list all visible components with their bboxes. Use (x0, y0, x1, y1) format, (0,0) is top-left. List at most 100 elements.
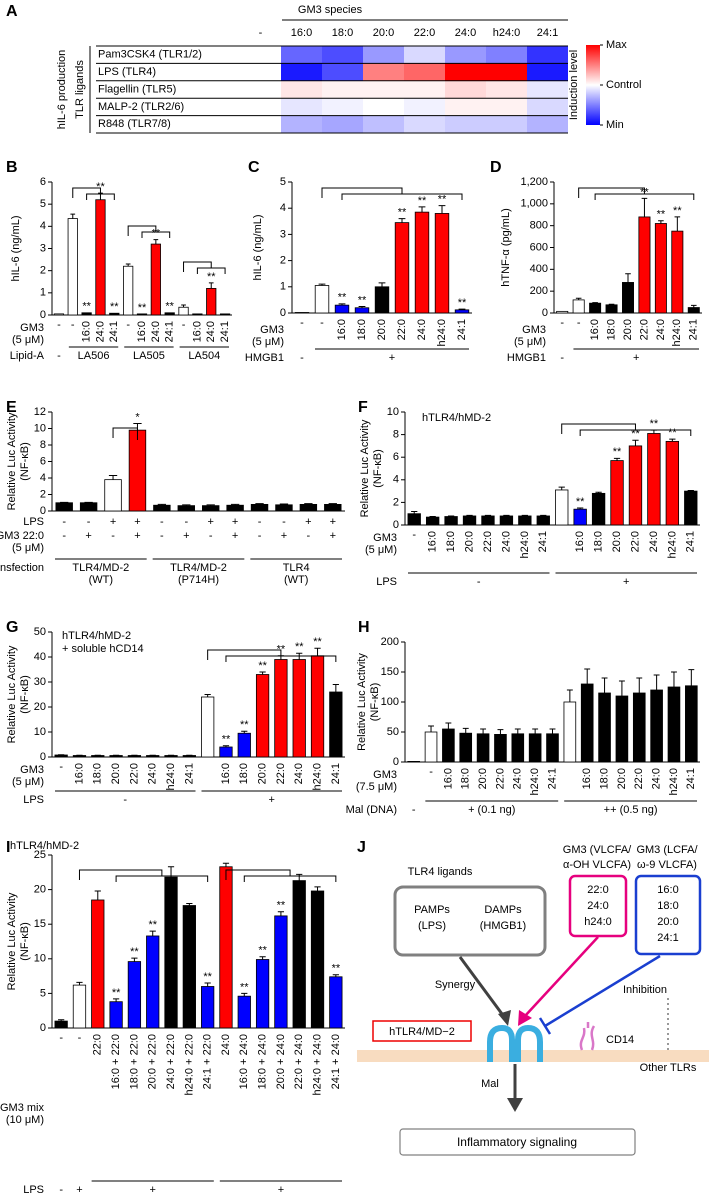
category-label: 24:1 (330, 763, 342, 784)
bar (153, 504, 171, 512)
y-tick-label: 150 (381, 666, 399, 678)
bracket (561, 423, 692, 436)
category-label: 16:0 + 22:0 (110, 1034, 122, 1089)
heat-cell (445, 63, 486, 81)
bar (72, 984, 87, 1029)
significance: ** (458, 297, 467, 309)
category-label: h24:0 + 24:0 (311, 1034, 323, 1095)
bar (444, 516, 458, 526)
panel-letter: F (358, 399, 368, 416)
heat-cell (486, 63, 527, 81)
error-bar (641, 197, 648, 217)
category-label: h24:0 (668, 768, 680, 796)
row-label: + (207, 516, 213, 528)
category-label: 20:0 (257, 763, 269, 784)
category-title: (10 μM) (6, 1114, 44, 1126)
vlcfa-box (568, 874, 628, 938)
bar (294, 312, 310, 314)
bar (329, 691, 343, 758)
error-bar (255, 503, 264, 505)
bar (206, 287, 217, 316)
category-label: 20:0 (477, 768, 489, 789)
error-bar (613, 457, 621, 461)
bar (182, 905, 196, 1029)
bar (201, 986, 215, 1029)
row-label: + (134, 530, 140, 542)
row-label: - (57, 350, 61, 362)
error-bar (318, 283, 326, 286)
error-bar (688, 669, 695, 686)
row-label: MALP-2 (TLR2/6) (98, 101, 184, 113)
significance: * (135, 411, 140, 423)
damps: (HMGB1) (480, 920, 526, 932)
error-bar (230, 503, 240, 506)
category-label: 24:1 + 22:0 (202, 1034, 214, 1089)
bar (136, 313, 148, 316)
bar (202, 505, 220, 512)
bar (237, 732, 251, 758)
heatmap-title: GM3 species (298, 4, 363, 16)
error-bar (466, 514, 473, 516)
error-bar (445, 722, 452, 729)
row-label: (WT) (89, 574, 113, 586)
y-tick-label: 0 (40, 1022, 46, 1034)
bar (292, 659, 306, 758)
subtitle: hTLR4/hMD-2 (422, 412, 491, 424)
category-label: 24:0 (220, 1034, 232, 1055)
column-label: 20:0 (373, 27, 394, 39)
significance: ** (631, 428, 640, 440)
category-label: 20:0 + 22:0 (147, 1034, 159, 1089)
heat-cell (527, 46, 568, 64)
gm3-species: 20:0 (657, 916, 678, 928)
gm3-species: h24:0 (584, 916, 612, 928)
error-bar (167, 866, 175, 878)
panel-letter: A (6, 3, 18, 20)
column-label: 24:0 (455, 27, 476, 39)
bar (563, 701, 577, 763)
error-bar (259, 956, 266, 960)
error-bar (549, 728, 556, 734)
row-label: + (278, 1184, 284, 1196)
y-tick-label: 10 (34, 726, 46, 738)
category-label: - (78, 1032, 82, 1044)
bar (555, 489, 569, 526)
bar (95, 199, 106, 316)
bar (53, 313, 65, 316)
heat-cell (322, 63, 363, 81)
y-tick-label: 0 (40, 309, 46, 321)
category-label: 22:0 (494, 768, 506, 789)
row-label: + (183, 530, 189, 542)
error-bar (418, 206, 426, 213)
row-label: - (307, 530, 311, 542)
error-bar (204, 982, 211, 987)
column-label: h24:0 (493, 27, 521, 39)
y-tick-label: 400 (530, 263, 548, 275)
category-label: 16:0 (136, 321, 148, 342)
bracket (112, 427, 138, 440)
row-label: TLR4/MD-2 (170, 562, 227, 574)
error-bar (296, 873, 303, 881)
error-bar (458, 308, 466, 310)
y-tick-label: 12 (34, 406, 46, 418)
bar (414, 211, 430, 314)
significance: ** (332, 963, 341, 975)
bar (610, 460, 624, 526)
significance: ** (240, 981, 249, 993)
subtitle: hTLR4/hMD-2 (10, 840, 79, 852)
row-label: - (59, 1184, 63, 1196)
bar (536, 515, 550, 526)
category-label: 20:0 (110, 763, 122, 784)
category-label: 24:1 (685, 531, 697, 552)
error-bar (222, 745, 230, 747)
category-label: - (560, 317, 564, 329)
y-tick-label: 4 (280, 202, 286, 214)
panel-letter: D (490, 159, 502, 176)
bracket (207, 649, 337, 662)
bar (424, 731, 438, 763)
bar (192, 313, 203, 316)
y-axis-label: Relative Luc Activity (359, 419, 371, 517)
error-bar (277, 911, 285, 916)
category-label: 24:1 (164, 321, 176, 342)
error-bar (94, 890, 101, 900)
error-bar (241, 730, 248, 734)
